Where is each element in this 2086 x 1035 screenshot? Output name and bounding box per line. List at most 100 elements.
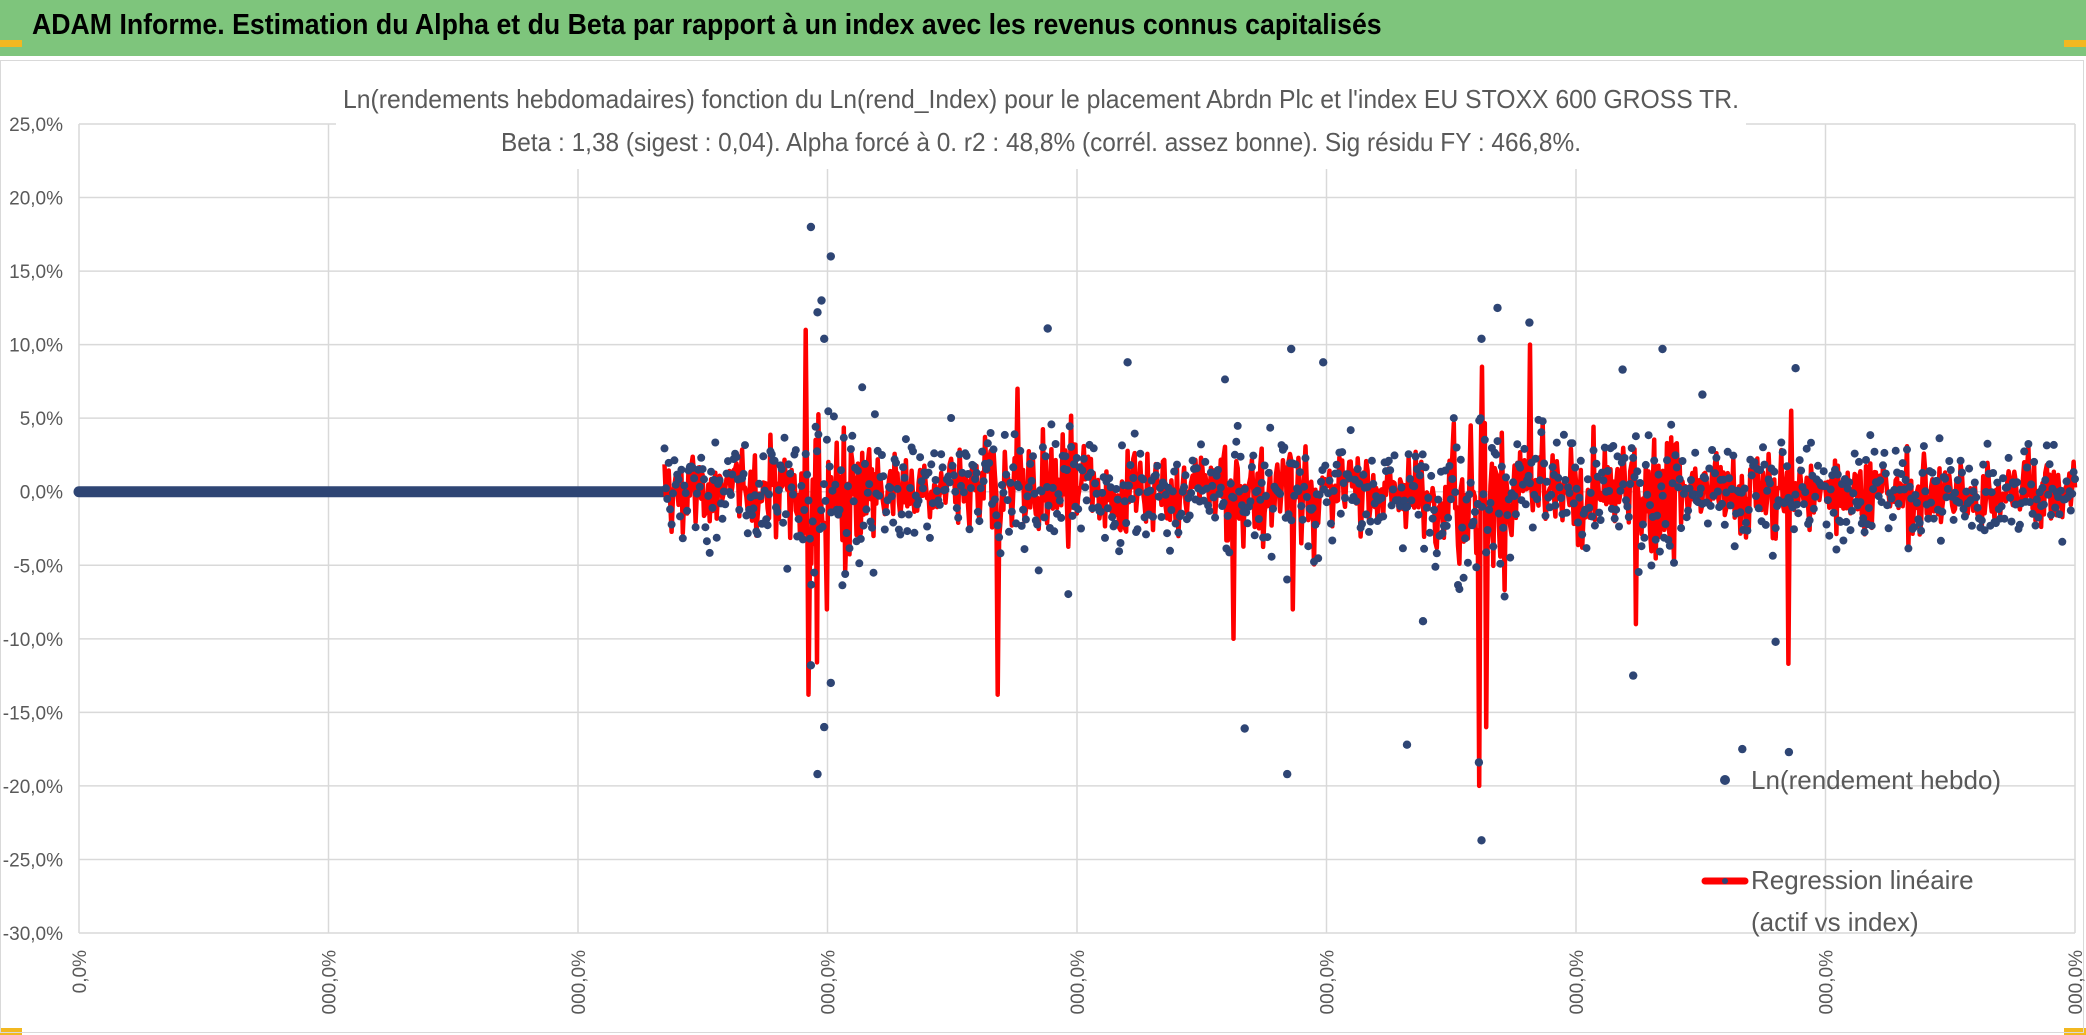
return-point [1890,485,1899,494]
outlier-point [826,252,835,261]
return-point [1881,469,1890,478]
return-point [1637,542,1646,551]
return-point [1633,467,1642,476]
return-point [1430,506,1438,514]
return-point [1449,414,1458,423]
return-point [1846,526,1855,535]
return-point [1456,455,1465,464]
return-point [2027,480,2036,489]
return-point [986,429,995,437]
return-point [1794,509,1803,518]
return-point [1276,489,1285,498]
return-point [1221,375,1229,384]
return-point [1574,518,1582,527]
title-background [336,61,1746,169]
return-point [966,484,975,493]
return-point [1756,466,1765,474]
return-point [906,484,915,492]
return-point [1943,484,1952,493]
return-point [1565,489,1574,497]
return-point [1568,439,1577,448]
return-point [2015,520,2024,529]
return-point [1711,469,1719,478]
return-point [1266,423,1275,432]
return-point [1599,476,1608,485]
return-point [1605,487,1614,495]
return-point [1551,501,1560,510]
return-point [1883,501,1892,510]
return-point [1751,492,1760,500]
return-point [1377,494,1386,502]
return-point [866,517,875,526]
return-point [1953,476,1962,485]
return-point [1959,504,1968,513]
return-point [712,533,721,542]
return-point [1166,546,1174,555]
return-point [1578,530,1587,539]
return-point [1326,519,1335,528]
return-point [1223,511,1232,520]
return-point [1585,503,1594,512]
x-tick-label: 000,0% [1817,950,1838,1015]
return-point [1149,512,1157,521]
return-point [705,548,714,557]
return-point [821,496,830,505]
return-point [2030,457,2039,466]
return-point [1761,520,1770,529]
return-point [1078,466,1087,475]
return-point [1718,499,1726,508]
return-point [1463,558,1472,567]
return-point [1250,531,1259,540]
return-point [1260,461,1269,470]
return-point [1434,495,1443,504]
return-point [1482,548,1491,557]
return-point [743,529,752,538]
return-point [2044,490,2053,499]
x-tick-label: 000,0% [819,950,840,1015]
return-point [1603,467,1612,475]
return-point [1315,490,1324,499]
return-point [1415,471,1424,480]
return-point [869,568,878,577]
return-point [1866,431,1875,440]
return-point [1524,471,1533,480]
return-point [914,496,923,505]
return-point [831,480,840,489]
return-point [1112,485,1121,493]
return-point [2041,476,2050,485]
return-point [1999,474,2007,483]
return-point [1910,523,1918,532]
return-point [1884,524,1893,533]
return-point [1928,468,1937,477]
return-point [1744,505,1753,514]
return-point [801,450,810,458]
return-point [1050,527,1059,536]
return-point [1935,434,1944,443]
return-point [1126,461,1135,470]
return-point [1620,454,1629,462]
return-point [791,446,800,455]
return-point [1236,452,1245,461]
return-point [1122,519,1131,527]
return-point [1965,464,1974,473]
return-point [1431,562,1440,571]
return-point [1283,575,1292,584]
return-point [1421,463,1430,472]
return-point [901,435,910,444]
return-point [1647,561,1656,570]
return-point [1706,501,1715,510]
return-point [2025,498,2034,506]
outlier-point [1477,334,1486,343]
return-point [759,452,768,461]
return-point [1862,456,1870,464]
return-point [1171,519,1180,528]
return-point [1650,456,1659,465]
return-point [846,445,855,454]
return-point [1898,459,1907,468]
return-point [2039,500,2048,509]
y-tick-label: 20,0% [9,189,63,210]
return-point [786,469,795,478]
return-point [1655,547,1664,556]
return-point [1627,444,1636,453]
corner-marker-right [2064,40,2086,47]
